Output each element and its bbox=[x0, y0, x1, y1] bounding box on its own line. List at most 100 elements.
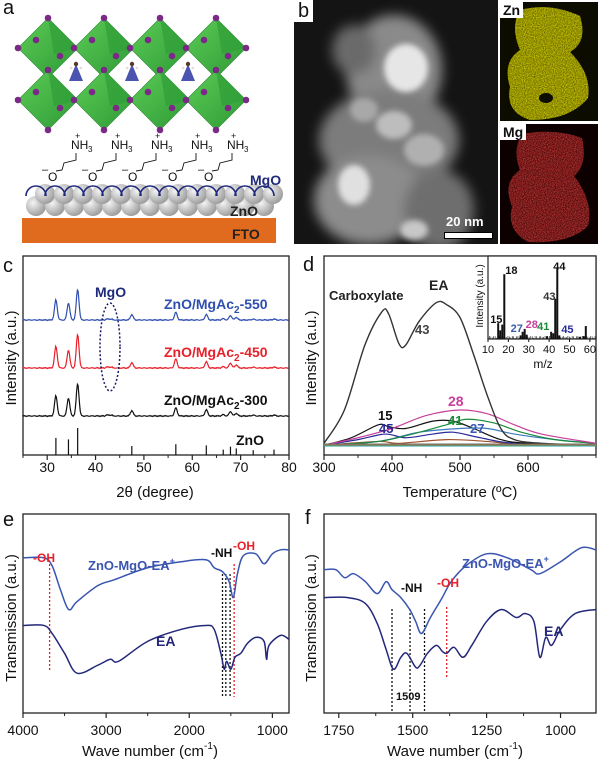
svg-text:+: + bbox=[115, 131, 120, 141]
halide-atom bbox=[44, 66, 52, 74]
inset-tick-label: 10 bbox=[482, 344, 494, 356]
tick-label: 3000 bbox=[91, 722, 122, 738]
inset-ms-spectrum: 10 20 30 40 50 60 18 44 43 15 27 28 41 45 m/z Intens… bbox=[475, 255, 597, 371]
xrd-series-ZnO/MgAc2-300 bbox=[22, 382, 289, 418]
inset-bar-mz44 bbox=[556, 268, 559, 339]
tick-label: 600 bbox=[516, 459, 540, 475]
panel-label-c: c bbox=[3, 255, 13, 277]
tick-label: 30 bbox=[39, 459, 55, 475]
series-label-zno-mgo-ea: ZnO-MgO-EA+ bbox=[88, 556, 175, 573]
series-label-300: ZnO/MgAc2-300 bbox=[164, 392, 268, 412]
organic-cation bbox=[125, 61, 139, 81]
series-label-m43: 43 bbox=[415, 322, 429, 337]
series-label-m15: 15 bbox=[378, 408, 392, 423]
tick-label: 2000 bbox=[174, 722, 205, 738]
x-axis: 300 400 500 600 bbox=[312, 455, 597, 475]
ftir-series-ea bbox=[22, 624, 290, 675]
oh-label-left: -OH bbox=[33, 551, 55, 565]
series-label-zno-mgo-ea: ZnO-MgO-EA+ bbox=[462, 554, 549, 571]
tpd-series-m43 bbox=[323, 300, 597, 446]
svg-text:–: – bbox=[198, 164, 205, 176]
inset-peak-label-43: 43 bbox=[543, 291, 555, 303]
y-axis-label: Transmission (a.u.) bbox=[303, 554, 320, 682]
svg-text:NH: NH bbox=[151, 138, 168, 152]
halide-atom bbox=[112, 52, 120, 60]
inset-bar-mz42 bbox=[552, 333, 555, 339]
halide-atom bbox=[44, 14, 52, 22]
inset-y-label: Intensity (a.u.) bbox=[475, 264, 486, 327]
scale-bar-label: 20 nm bbox=[446, 214, 484, 229]
x-axis-label: Temperature (ºC) bbox=[403, 484, 518, 500]
zno-layer bbox=[25, 184, 283, 216]
oh-label: -OH bbox=[437, 576, 459, 590]
mgo-annotation: MgO bbox=[95, 284, 126, 300]
octahedron bbox=[182, 66, 250, 134]
inset-peak-label-18: 18 bbox=[505, 265, 517, 277]
mgo-label: MgO bbox=[250, 172, 281, 188]
x-axis-label: Wave number (cm-1) bbox=[82, 741, 218, 760]
series-label-550: ZnO/MgAc2-550 bbox=[164, 296, 268, 316]
svg-text:+: + bbox=[155, 131, 160, 141]
panel-b-tem: b 20 nm bbox=[294, 0, 498, 244]
inset-bar-mz15 bbox=[497, 323, 500, 339]
tick-label: 1750 bbox=[323, 722, 354, 738]
octahedron bbox=[70, 66, 138, 134]
svg-text:+: + bbox=[75, 131, 80, 141]
inset-bar-mz39 bbox=[546, 336, 549, 339]
tick-label: 500 bbox=[448, 459, 472, 475]
series-label-m27: 27 bbox=[470, 421, 484, 436]
svg-text:NH: NH bbox=[111, 138, 128, 152]
halide-atom bbox=[156, 14, 164, 22]
octahedron bbox=[14, 66, 82, 134]
inset-bar-mz18 bbox=[503, 274, 506, 339]
svg-text:–: – bbox=[42, 164, 49, 176]
halide-atom bbox=[88, 36, 96, 44]
octahedron bbox=[14, 14, 82, 82]
inset-tick-label: 30 bbox=[523, 344, 535, 356]
tick-label: 4000 bbox=[7, 722, 38, 738]
nh-label: -NH bbox=[211, 546, 232, 560]
halide-atom bbox=[156, 66, 164, 74]
halide-atom bbox=[212, 14, 220, 22]
tpd-series-m28 bbox=[323, 409, 597, 446]
x-axis: 30 40 50 60 70 80 bbox=[22, 455, 297, 475]
panel-c-xrd-chart: 30 40 50 60 70 80 MgO ZnO/MgAc2-550 ZnO/MgAc2… bbox=[3, 255, 297, 500]
xrd-series-ZnO/MgAc2-450 bbox=[22, 333, 289, 370]
ethanolamine-ligand: +NH 3– O bbox=[42, 131, 93, 184]
inset-peak-label-28: 28 bbox=[526, 319, 538, 331]
series-label-m28: 28 bbox=[448, 393, 464, 409]
svg-text:O: O bbox=[204, 170, 213, 184]
tem-image bbox=[314, 15, 474, 244]
svg-text:3: 3 bbox=[244, 145, 249, 154]
panel-f-ftir-chart: 1750 1500 1250 1000 ZnO-MgO-EA+ EA -NH -OH … bbox=[303, 513, 597, 760]
halide-atom bbox=[224, 104, 232, 112]
panel-label-d: d bbox=[303, 254, 315, 276]
mgo-shell bbox=[253, 185, 275, 197]
plot-frame bbox=[323, 513, 597, 714]
xrd-series-ZnO/MgAc2-550 bbox=[22, 288, 289, 322]
halide-atom bbox=[242, 44, 250, 52]
halide-atom bbox=[14, 96, 22, 104]
halide-atom bbox=[112, 104, 120, 112]
svg-text:+: + bbox=[231, 131, 236, 141]
halide-atom bbox=[14, 44, 22, 52]
scale-bar bbox=[444, 232, 493, 239]
tick-label: 60 bbox=[184, 459, 200, 475]
tick-label: 70 bbox=[233, 459, 249, 475]
halide-atom bbox=[200, 36, 208, 44]
ftir-series-ea bbox=[323, 596, 597, 670]
inset-bar-mz58 bbox=[584, 326, 587, 339]
inset-tick-label: 60 bbox=[584, 344, 596, 356]
halide-atom bbox=[200, 88, 208, 96]
x-axis: 1750 1500 1250 1000 bbox=[323, 713, 576, 738]
halide-atom bbox=[32, 88, 40, 96]
halide-atom bbox=[100, 66, 108, 74]
inset-tick-label: 40 bbox=[543, 344, 555, 356]
carboxylate-annotation: Carboxylate bbox=[329, 288, 403, 303]
inset-bar-mz17 bbox=[501, 324, 504, 339]
zn-map-label: Zn bbox=[500, 2, 524, 18]
tick-label: 50 bbox=[136, 459, 152, 475]
zno-label: ZnO bbox=[230, 203, 258, 219]
panel-label-b: b bbox=[294, 0, 314, 22]
inset-x-label: m/z bbox=[533, 357, 552, 371]
